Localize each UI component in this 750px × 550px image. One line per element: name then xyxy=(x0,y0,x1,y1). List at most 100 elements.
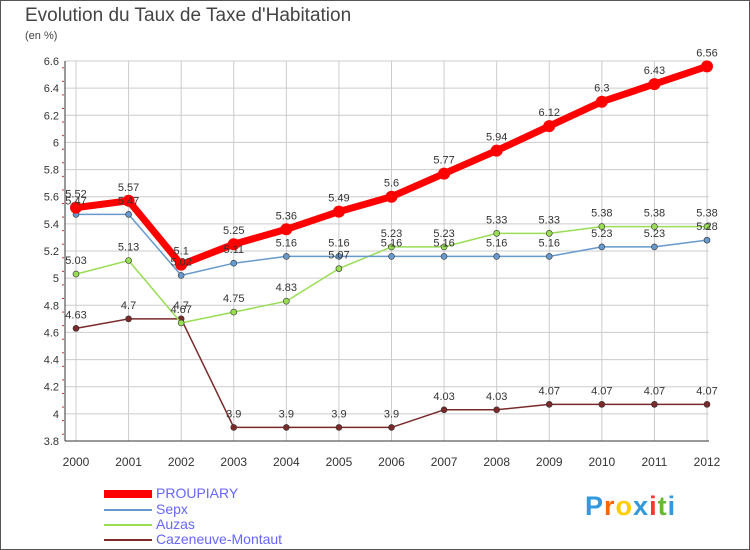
y-tick-label: 5.4 xyxy=(44,219,59,231)
y-tick-label: 6.2 xyxy=(44,110,59,122)
y-tick-label: 4 xyxy=(53,409,59,421)
x-tick-label: 2002 xyxy=(168,455,195,469)
data-point xyxy=(388,424,395,431)
data-point xyxy=(125,257,132,264)
logo-letter: P xyxy=(585,491,605,521)
data-point xyxy=(703,401,711,408)
data-label: 3.9 xyxy=(226,408,241,420)
data-label: 5.1 xyxy=(174,246,189,258)
data-label: 5.38 xyxy=(696,208,717,220)
data-label: 5.25 xyxy=(223,225,244,237)
data-point xyxy=(283,297,290,305)
data-label: 4.67 xyxy=(170,304,191,316)
data-point xyxy=(545,230,553,237)
legend-label-sepx: Sepx xyxy=(156,501,188,517)
data-label: 5.07 xyxy=(328,250,349,262)
x-tick-label: 2001 xyxy=(115,455,142,469)
data-label: 5.13 xyxy=(118,242,139,254)
data-label: 4.7 xyxy=(174,300,189,312)
data-label: 5.52 xyxy=(65,189,86,201)
data-point xyxy=(703,223,711,230)
x-tick-label: 2009 xyxy=(536,455,563,469)
data-point xyxy=(493,406,500,414)
data-point xyxy=(651,243,658,251)
data-label: 5.28 xyxy=(696,221,717,233)
data-label: 5.16 xyxy=(486,237,507,249)
data-point xyxy=(280,223,293,236)
x-tick-label: 2012 xyxy=(694,455,721,469)
data-point xyxy=(283,253,290,260)
data-label: 5.77 xyxy=(433,155,454,167)
legend-label-proupiary: PROUPIARY xyxy=(156,485,239,501)
chart-title: Evolution du Taux de Taxe d'Habitation xyxy=(25,5,352,26)
data-label: 4.83 xyxy=(276,282,297,294)
data-point xyxy=(440,243,448,251)
data-label: 5.11 xyxy=(223,244,244,256)
x-tick-label: 2005 xyxy=(326,455,353,469)
y-tick-label: 4.8 xyxy=(44,300,59,312)
data-point xyxy=(490,144,503,157)
data-label: 5.38 xyxy=(591,208,612,220)
data-point xyxy=(595,95,608,108)
data-label: 4.07 xyxy=(696,385,717,397)
data-point xyxy=(438,167,451,180)
data-label: 5.23 xyxy=(591,228,612,240)
data-label: 5.36 xyxy=(276,210,297,222)
data-label: 5.16 xyxy=(433,237,454,249)
legend-swatch-proupiary xyxy=(104,490,152,498)
data-label: 5.94 xyxy=(486,132,507,144)
data-label: 5.47 xyxy=(65,195,86,207)
data-point xyxy=(177,272,185,279)
y-tick-label: 6 xyxy=(53,137,59,149)
data-point xyxy=(72,270,80,278)
data-label: 4.75 xyxy=(223,293,244,305)
y-tick-label: 3.8 xyxy=(44,436,59,448)
data-point xyxy=(72,325,80,332)
logo-letter: i xyxy=(667,491,677,521)
data-point xyxy=(335,265,343,272)
data-label: 5.16 xyxy=(381,237,402,249)
data-point xyxy=(335,424,343,431)
data-label: 4.63 xyxy=(65,309,86,321)
data-point xyxy=(125,211,132,218)
x-tick-label: 2003 xyxy=(220,455,247,469)
data-point xyxy=(545,253,553,260)
data-label: 5.23 xyxy=(433,228,454,240)
data-label: 5.38 xyxy=(644,208,665,220)
data-label: 4.07 xyxy=(644,385,665,397)
x-tick-label: 2011 xyxy=(642,455,668,469)
data-label: 5.02 xyxy=(170,256,191,268)
data-point xyxy=(230,424,238,431)
data-point xyxy=(335,253,343,260)
x-tick-label: 2010 xyxy=(588,455,615,469)
data-label: 5.33 xyxy=(539,214,560,226)
data-label: 5.33 xyxy=(486,214,507,226)
data-point xyxy=(230,308,238,316)
data-point xyxy=(598,243,606,251)
data-point xyxy=(440,406,448,414)
y-tick-label: 5.6 xyxy=(44,192,59,204)
data-point xyxy=(648,78,661,91)
data-point xyxy=(598,401,606,408)
logo-letter: r xyxy=(604,491,616,521)
data-label: 4.7 xyxy=(121,300,136,312)
data-point xyxy=(598,223,606,230)
data-label: 5.49 xyxy=(328,193,349,205)
data-point xyxy=(177,319,185,327)
x-tick-label: 2007 xyxy=(431,455,458,469)
data-point xyxy=(122,194,135,207)
data-point xyxy=(651,223,658,230)
legend-swatch-sepx xyxy=(104,509,152,511)
data-label: 4.07 xyxy=(539,385,560,397)
data-point xyxy=(125,315,132,323)
x-tick-label: 2004 xyxy=(273,455,300,469)
data-label: 5.03 xyxy=(65,255,86,267)
data-point xyxy=(493,253,500,260)
y-tick-label: 4.2 xyxy=(44,382,59,394)
data-label: 5.6 xyxy=(384,178,399,190)
y-tick-label: 5 xyxy=(53,273,59,285)
y-tick-label: 6.6 xyxy=(44,56,59,68)
data-point xyxy=(701,60,713,73)
logo-letter: x xyxy=(633,491,650,521)
